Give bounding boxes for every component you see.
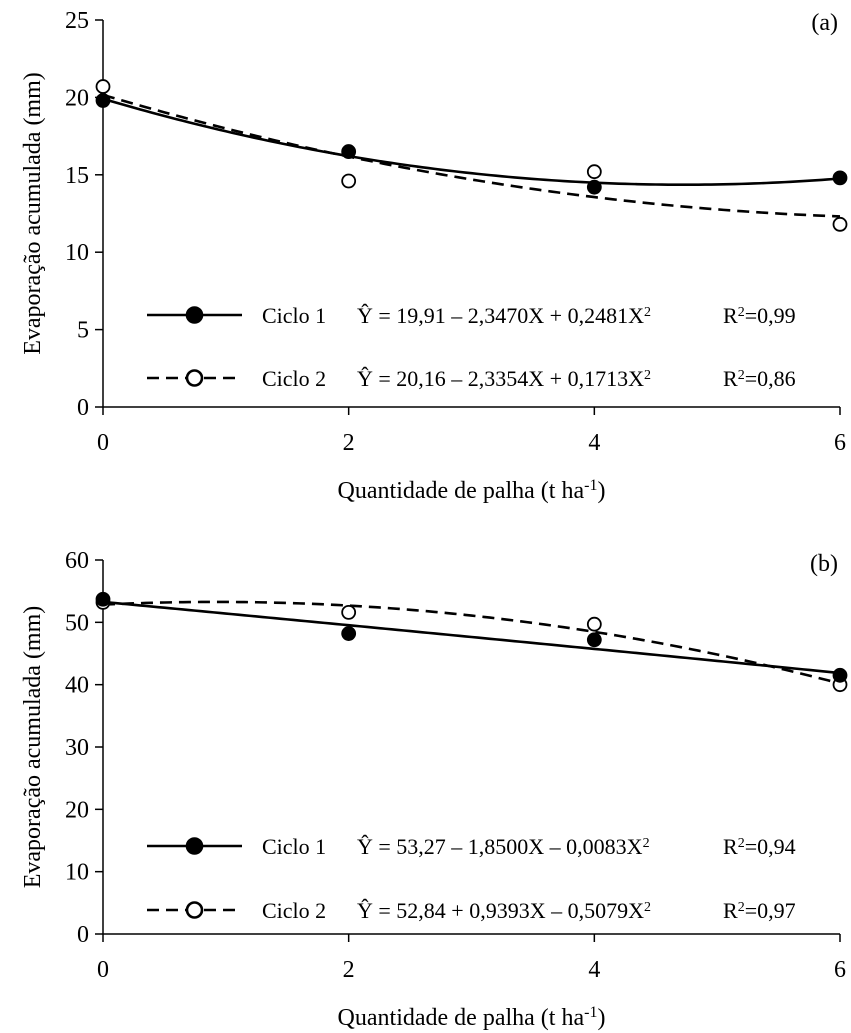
fit-curve-ciclo-2 (102, 93, 841, 218)
y-tick-label: 40 (65, 673, 89, 699)
legend-equation: Ŷ = 52,84 + 0,9393X – 0,5079X2 (357, 898, 651, 923)
y-tick-label: 60 (65, 548, 89, 574)
legend-marker-ciclo-1 (185, 306, 204, 324)
data-point-ciclo-2 (586, 164, 602, 180)
y-axis-title: Evaporação acumulada (mm) (20, 606, 46, 889)
y-tick-label: 10 (65, 240, 89, 266)
legend-r-squared: R2=0,86 (723, 366, 796, 391)
legend-equation: Ŷ = 53,27 – 1,8500X – 0,0083X2 (357, 834, 650, 859)
data-point-ciclo-1 (832, 170, 848, 186)
legend: Ciclo 1 Ŷ = 19,91 – 2,3470X + 0,2481X2 R2=… (147, 303, 796, 391)
y-tick-label: 5 (77, 318, 89, 344)
legend-marker-ciclo-1 (185, 837, 204, 855)
y-tick-label: 20 (65, 85, 89, 111)
legend: Ciclo 1 Ŷ = 53,27 – 1,8500X – 0,0083X2 R2=… (147, 834, 796, 923)
y-axis-title: Evaporação acumulada (mm) (20, 72, 46, 355)
y-tick-label: 20 (65, 797, 89, 823)
x-tick-label: 2 (343, 430, 355, 456)
y-tick-label: 0 (77, 922, 89, 948)
legend-marker-ciclo-2 (185, 901, 204, 919)
fit-curve-ciclo-2 (102, 600, 841, 685)
legend-equation: Ŷ = 19,91 – 2,3470X + 0,2481X2 (357, 303, 651, 328)
legend-r-squared: R2=0,99 (723, 303, 796, 328)
data-point-ciclo-1 (341, 626, 357, 641)
x-tick-label: 4 (588, 957, 600, 983)
data-point-ciclo-2 (341, 604, 357, 620)
data-point-ciclo-2 (832, 216, 848, 232)
y-tick-label: 15 (65, 163, 89, 189)
chart-panel-b: 0 10 20 30 40 50 60 0 2 4 6 Quantidade de palha (t … (20, 548, 848, 1032)
data-point-ciclo-1 (341, 144, 357, 159)
x-tick-label: 0 (97, 430, 109, 456)
data-point-ciclo-1 (95, 591, 111, 607)
legend-r-squared: R2=0,94 (723, 834, 796, 859)
x-tick-label: 0 (97, 957, 109, 983)
x-tick-label: 4 (588, 430, 600, 456)
y-tick-label: 30 (65, 735, 89, 761)
legend-equation: Ŷ = 20,16 – 2,3354X + 0,1713X2 (357, 366, 651, 391)
legend-series-name: Ciclo 1 (262, 834, 326, 859)
legend-series-name: Ciclo 2 (262, 366, 326, 391)
data-point-ciclo-1 (95, 93, 111, 108)
data-point-ciclo-2 (586, 616, 602, 632)
panel-label: (b) (810, 551, 838, 577)
x-tick-label: 6 (834, 430, 846, 456)
data-point-ciclo-1 (586, 632, 602, 648)
data-point-ciclo-1 (832, 667, 848, 683)
fit-curve-ciclo-1 (102, 600, 841, 675)
x-axis-title: Quantidade de palha (t ha-1) (338, 1004, 606, 1032)
y-tick-label: 0 (77, 395, 89, 421)
legend-marker-ciclo-2 (185, 369, 204, 387)
data-point-ciclo-2 (95, 79, 111, 94)
data-point-ciclo-2 (341, 173, 357, 189)
x-tick-label: 2 (343, 957, 355, 983)
chart-panel-a: 0 5 10 15 20 25 0 2 4 6 Quantidade de palha (t ha-… (20, 8, 848, 505)
legend-r-squared: R2=0,97 (723, 898, 796, 923)
legend-series-name: Ciclo 2 (262, 898, 326, 923)
y-tick-label: 50 (65, 610, 89, 636)
y-tick-label: 25 (65, 8, 89, 34)
data-point-ciclo-1 (586, 179, 602, 195)
panel-label: (a) (811, 10, 838, 36)
fit-curve-ciclo-1 (102, 97, 841, 187)
y-tick-label: 10 (65, 860, 89, 886)
legend-series-name: Ciclo 1 (262, 303, 326, 328)
x-axis-title: Quantidade de palha (t ha-1) (338, 477, 606, 505)
x-tick-label: 6 (834, 957, 846, 983)
